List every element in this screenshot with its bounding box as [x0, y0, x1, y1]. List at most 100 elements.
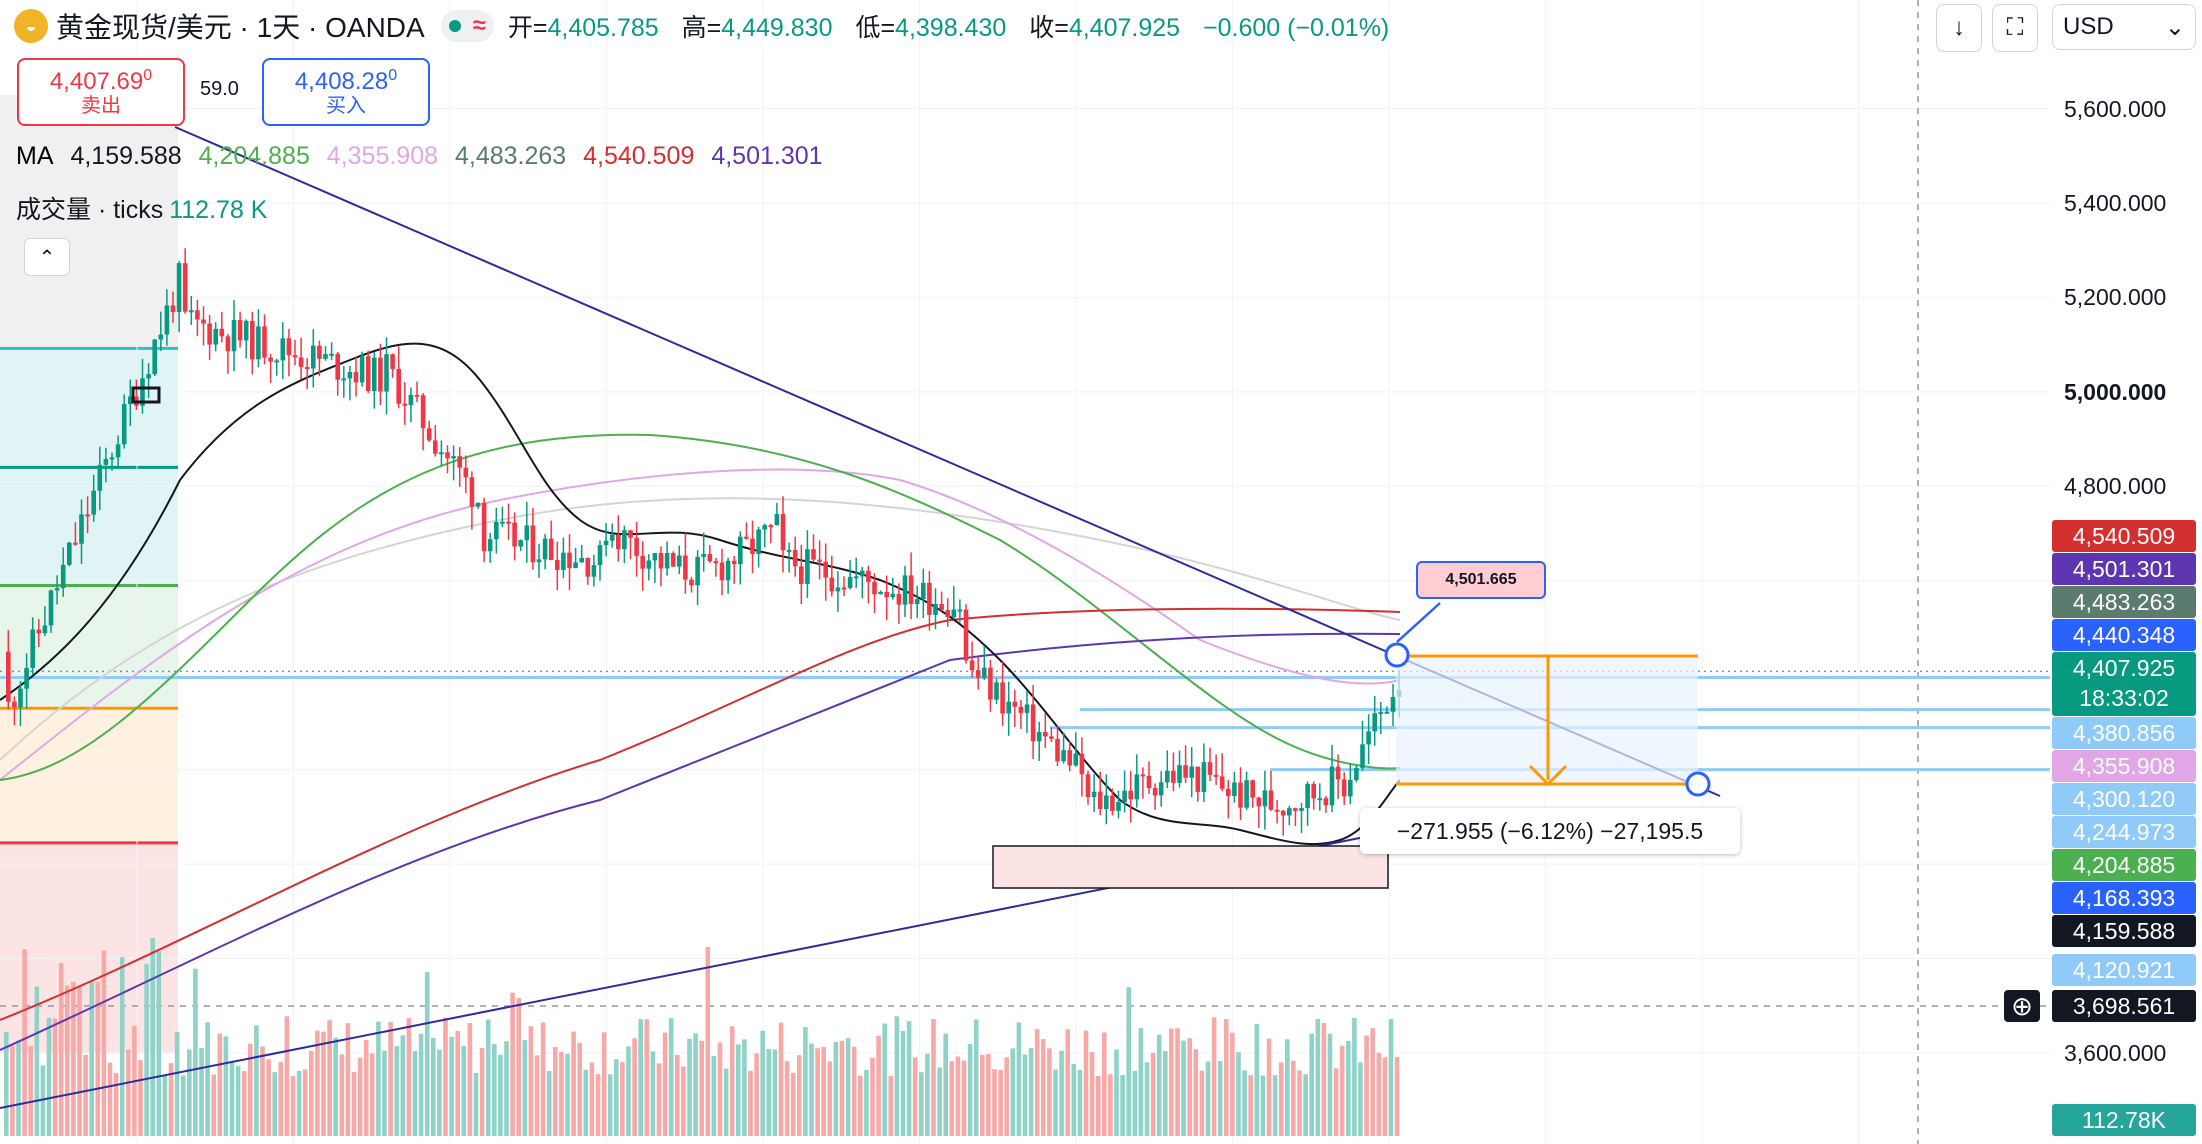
collapse-legend-button[interactable]: ⌃	[24, 238, 70, 276]
volume-bar	[723, 1068, 729, 1136]
candle-body	[304, 367, 310, 370]
measure-handle-end	[1685, 771, 1711, 797]
candle-body	[677, 555, 682, 567]
volume-bar	[1181, 1040, 1186, 1136]
candle-body	[359, 356, 365, 383]
volume-bar	[1266, 1038, 1272, 1136]
upper-shade	[0, 95, 178, 349]
candle-body	[634, 537, 639, 556]
candle-body	[1207, 762, 1213, 775]
candle-body	[286, 338, 292, 356]
price-tick-label: 4,800.000	[2064, 473, 2167, 500]
market-status-pill[interactable]: ≈	[440, 10, 494, 42]
volume-bar	[449, 1036, 454, 1136]
volume-bar	[504, 1041, 509, 1136]
volume-bar	[534, 1055, 540, 1136]
candle-body	[945, 609, 950, 618]
volume-bar	[650, 1051, 656, 1136]
ma-legend[interactable]: MA 4,159.588 4,204.885 4,355.908 4,483.2…	[16, 142, 823, 170]
candle-body	[414, 394, 420, 397]
candle-body	[542, 538, 548, 560]
volume-bar	[992, 1069, 997, 1136]
volume-bar	[510, 992, 515, 1136]
volume-bar	[864, 1070, 869, 1136]
candle-body	[579, 557, 584, 563]
volume-bar	[1010, 1048, 1016, 1136]
candle-body	[1219, 776, 1225, 789]
volume-bar	[1230, 1032, 1235, 1136]
volume-bar	[34, 986, 40, 1136]
entry-zone	[0, 708, 178, 843]
volume-bar	[1205, 1061, 1211, 1136]
candle-body	[1036, 731, 1042, 742]
volume-bar	[1394, 1057, 1400, 1136]
candle-body	[402, 403, 408, 406]
symbol-title[interactable]: 黄金现货/美元 · 1天 · OANDA	[56, 12, 425, 43]
ma-line-pink	[0, 468, 1401, 781]
volume-bar	[71, 982, 76, 1136]
screenshot-button[interactable]: ⛶	[1992, 4, 2038, 52]
volume-bar	[955, 1056, 961, 1136]
sell-button[interactable]: 4,407.690 卖出	[17, 58, 185, 126]
candle-body	[1341, 779, 1347, 797]
volume-bar	[1089, 1052, 1095, 1136]
candle-body	[829, 577, 835, 592]
volume-bar	[1346, 1041, 1351, 1136]
spread-value: 59.0	[200, 78, 239, 100]
volume-bar	[1327, 1033, 1333, 1136]
volume-bar	[10, 1045, 15, 1136]
candle-body	[1329, 766, 1335, 806]
candle-body	[823, 561, 828, 578]
volume-bar	[705, 946, 711, 1136]
candle-body	[792, 549, 798, 567]
volume-bar	[1248, 1075, 1253, 1136]
volume-bar	[187, 1049, 192, 1136]
candle-body	[744, 536, 749, 539]
candle-body	[1134, 774, 1140, 800]
candle-body	[1073, 753, 1079, 766]
candle-body	[506, 521, 511, 524]
volume-bar	[1053, 1069, 1058, 1136]
candle-body	[378, 357, 383, 392]
volume-bar	[272, 1072, 277, 1136]
candle-body	[1213, 774, 1219, 777]
currency-select[interactable]: USD ⌄	[2052, 4, 2196, 50]
candle-body	[1049, 736, 1054, 739]
candle-body	[433, 440, 438, 454]
candle-body	[805, 549, 810, 584]
price-label: 4,300.120	[2052, 783, 2196, 815]
volume-bar	[205, 1022, 210, 1136]
price-label: 4,501.301	[2052, 553, 2196, 585]
volume-bar	[199, 1047, 204, 1136]
volume-bar	[418, 1033, 424, 1136]
candle-body	[555, 560, 560, 570]
volume-bar	[95, 981, 101, 1136]
download-button[interactable]: ↓	[1936, 4, 1982, 52]
candle-body	[1384, 711, 1390, 714]
buy-button[interactable]: 4,408.280 买入	[262, 58, 430, 126]
volume-bar	[1120, 1074, 1125, 1136]
candle-body	[1311, 783, 1316, 799]
candle-body	[1128, 790, 1133, 800]
volume-bar	[540, 1022, 546, 1136]
volume-legend[interactable]: 成交量 · ticks 112.78 K	[16, 196, 268, 224]
volume-bar	[241, 1071, 247, 1136]
candle-body	[170, 305, 176, 313]
add-alert-icon[interactable]: ⊕	[2004, 990, 2040, 1022]
volume-bar	[1303, 1074, 1308, 1136]
candle-body	[597, 545, 603, 566]
volume-bar	[803, 1027, 808, 1136]
volume-bar	[1175, 1028, 1180, 1136]
volume-bar	[1254, 1023, 1260, 1136]
volume-bar	[937, 1067, 942, 1136]
candle-body	[475, 502, 481, 507]
volume-bar	[980, 1054, 985, 1136]
volume-bar	[1071, 1063, 1077, 1136]
candle-body	[1122, 790, 1127, 802]
volume-bar	[632, 1038, 637, 1136]
market-open-dot-icon	[448, 20, 461, 32]
candle-body	[536, 559, 542, 563]
volume-bar	[223, 1036, 229, 1136]
price-label: 4,540.509	[2052, 520, 2196, 552]
